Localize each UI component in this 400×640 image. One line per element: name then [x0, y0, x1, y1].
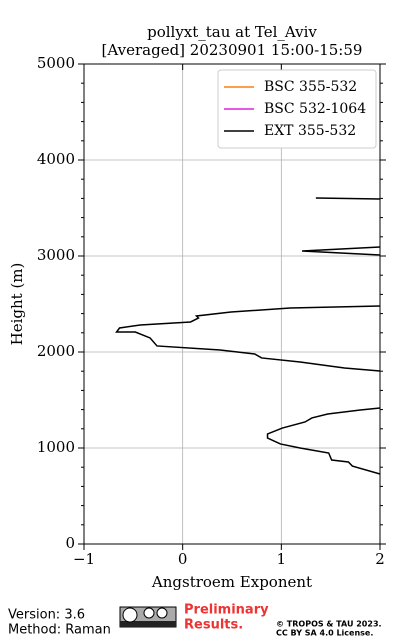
x-axis-label: Angstroem Exponent — [151, 573, 312, 591]
preliminary: Preliminary — [184, 603, 269, 618]
legend-label: EXT 355-532 — [264, 123, 356, 139]
legend-label: BSC 532-1064 — [264, 101, 366, 117]
y-tick-label: 4000 — [37, 150, 75, 168]
legend-box — [217, 69, 377, 149]
legend-label: BSC 355-532 — [264, 79, 357, 95]
x-tick-label: 2 — [375, 550, 385, 568]
chart-title: pollyxt_tau at Tel_Aviv — [147, 23, 317, 41]
y-tick-label: 1000 — [37, 438, 75, 456]
x-tick-label: 1 — [277, 550, 287, 568]
y-tick-label: 3000 — [37, 246, 75, 264]
preliminary: Results. — [184, 618, 243, 633]
x-tick-label: 0 — [178, 550, 188, 568]
y-tick-label: 0 — [65, 534, 75, 552]
version: Version: 3.6 — [8, 608, 85, 623]
chart-subtitle: [Averaged] 20230901 15:00-15:59 — [102, 41, 363, 59]
y-axis-label: Height (m) — [8, 263, 26, 346]
cc-badge — [119, 606, 177, 628]
method: Method: Raman — [8, 623, 111, 638]
plot-frame — [83, 63, 381, 545]
license: CC BY SA 4.0 License. — [276, 629, 373, 638]
y-tick-label: 2000 — [37, 342, 75, 360]
y-tick-label: 5000 — [37, 54, 75, 72]
license: © TROPOS & TAU 2023. — [276, 620, 382, 629]
data-line — [115, 197, 381, 475]
x-tick-label: −1 — [73, 550, 95, 568]
